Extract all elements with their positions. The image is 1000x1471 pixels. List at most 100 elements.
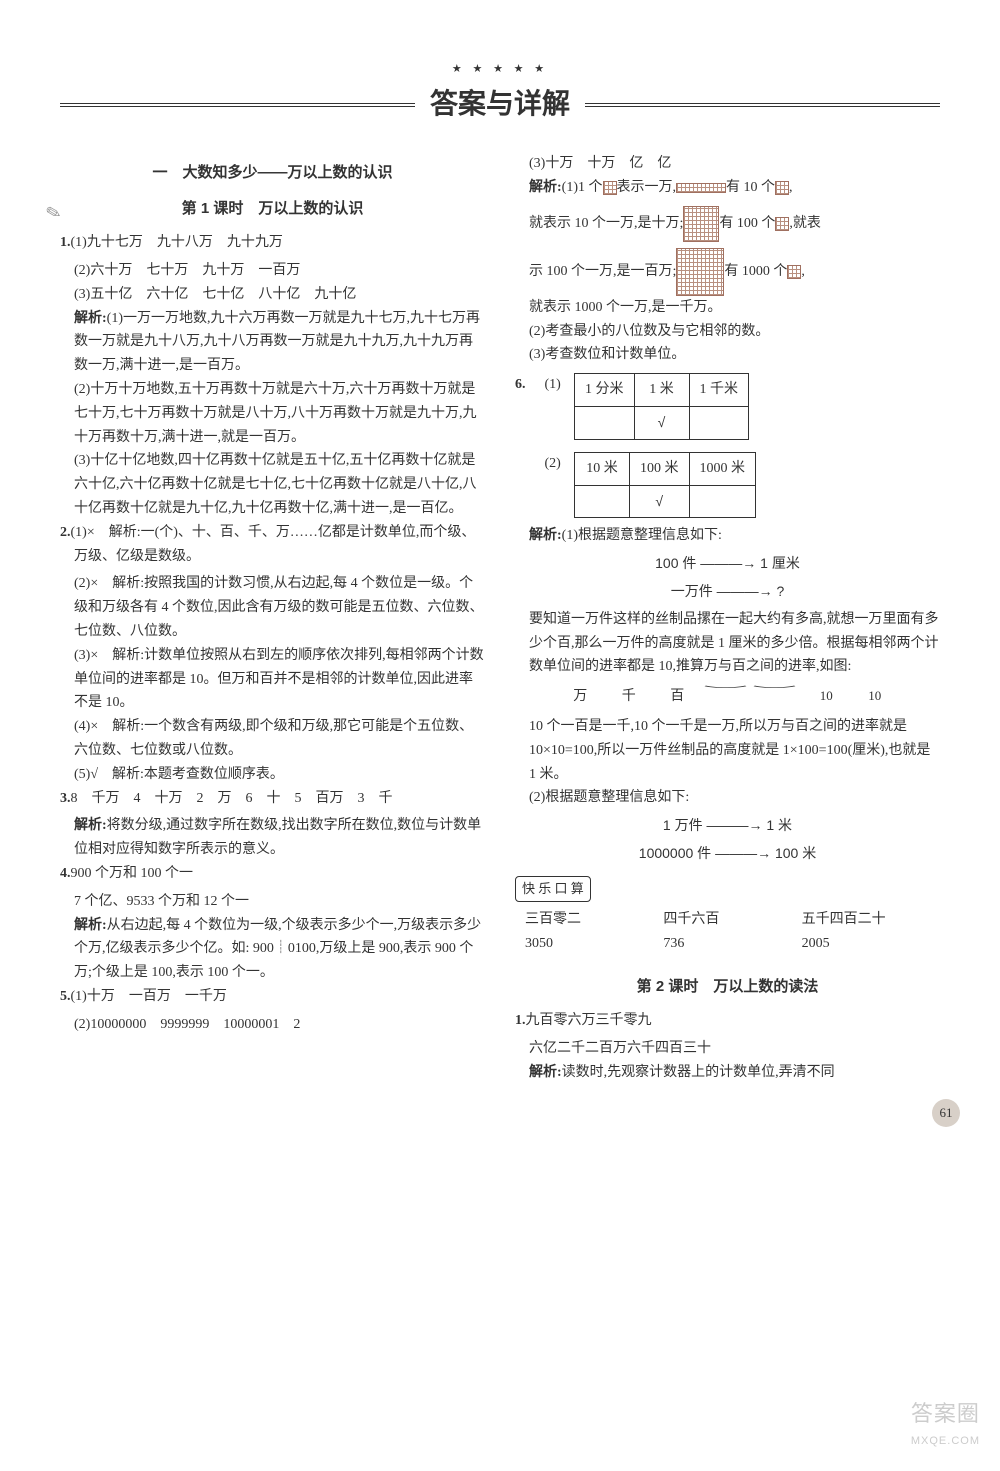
cube-icon [787,265,801,279]
q5: 5.(1)十万 一百万 一千万 [60,985,485,1009]
q1: 1.(1)九十七万 九十八万 九十九万 [60,231,485,255]
table-cell [575,485,630,518]
q2-p1-text: (1)× 解析:一(个)、十、百、千、万……亿都是计数单位,而个级、万级、亿级是… [71,525,476,564]
spacer [515,446,541,452]
q1-analysis: 解析:(1)一万一万地数,九十六万再数一万就是九十七万,九十七万再数一万就是九十… [60,307,485,378]
table-cell [689,407,749,440]
q5-a6: (3)考查数位和计数单位。 [515,343,940,367]
mental-row-2: 3050 736 2005 [525,932,940,956]
table-row: √ [575,407,749,440]
mental-cell: 三百零二 [525,908,663,932]
mental-cell: 3050 [525,932,663,956]
lesson-1-title: 第 1 课时 万以上数的认识 [60,196,485,222]
q5-a1-mid3: , [789,180,793,195]
q6-table2-wrap: 10 米 100 米 1000 米 √ [574,446,756,525]
page-container: ★ ★ ★ ★ ★ 答案与详解 一 大数知多少——万以上数的认识 ✎ 第 1 课… [0,0,1000,1471]
mental-math-block: 三百零二 四千六百 五千四百二十 3050 736 2005 [525,908,940,956]
q2-p3: (3)× 解析:计数单位按照从右到左的顺序依次排列,每相邻两个计数单位间的进率都… [60,644,485,715]
q3-ans: 8 千万 4 十万 2 万 6 十 5 百万 3 千 [71,791,393,806]
table-cell-check: √ [634,407,689,440]
analysis-label: 解析: [74,818,107,833]
l2-q1-p1: 九百零六万三千零九 [526,1013,652,1028]
q1-p1: (1)九十七万 九十八万 九十九万 [71,235,283,250]
q5-a3-post: , [801,264,805,279]
q5-a1-mid1: 表示一万, [617,180,677,195]
q5-analysis-1: 解析:(1)1 个表示一万,有 10 个, [515,176,940,200]
q1-a1: (1)一万一万地数,九十六万再数一万就是九十七万,九十七万再数一万就是九十八万,… [74,311,480,374]
q2-p4: (4)× 解析:一个数含有两级,即个级和万级,那它可能是个五位数、六位数、七位数… [60,715,485,763]
mental-cell: 五千四百二十 [802,908,940,932]
q6-a1: (1)根据题意整理信息如下: [562,528,722,543]
q5-p2: (2)10000000 9999999 10000001 2 [60,1013,485,1037]
q6-row2: (2) 10 米 100 米 1000 米 √ [515,446,940,525]
lesson-2-title: 第 2 课时 万以上数的读法 [515,974,940,1000]
q4: 4.900 个万和 100 个一 [60,862,485,886]
mental-row-1: 三百零二 四千六百 五千四百二十 [525,908,940,932]
q5-a1-mid2: 有 10 个 [726,180,775,195]
main-title: 答案与详解 [415,80,585,128]
q6-rel4: 1000000 件 ———→ 100 米 [515,842,940,866]
q3-a: 将数分级,通过数字所在数级,找出数字所在数位,数位与计数单位相对应得知数字所表示… [74,818,481,857]
l2-q1-a: 读数时,先观察计数器上的计数单位,弄清不同 [562,1065,835,1080]
rate-num: 10 [852,685,897,707]
q5-a1-pre: (1)1 个 [562,180,603,195]
brace-icon: ︶ [725,688,824,692]
analysis-label: 解析: [529,528,562,543]
table-row: √ [575,485,756,518]
q4-a: 从右边起,每 4 个数位为一级,个级表示多少个一,万级表示多少个万,亿级表示多少… [74,918,481,981]
rule-left [60,103,415,104]
analysis-label: 解析: [74,311,107,326]
l2-q1-p2: 六亿二千二百万六千四百三十 [515,1037,940,1061]
q6-a3: 10 个一百是一千,10 个一千是一万,所以万与百之间的进率就是 10×10=1… [515,715,940,786]
q1-a3: (3)十亿十亿地数,四十亿再数十亿就是五十亿,五十亿再数十亿就是六十亿,六十亿再… [60,449,485,520]
left-column: 一 大数知多少——万以上数的认识 ✎ 第 1 课时 万以上数的认识 1.(1)九… [60,152,485,1084]
q6-rel2: 一万件 ———→ ? [515,580,940,604]
cube-row-icon [676,183,726,193]
q4-p1: 900 个万和 100 个一 [71,866,194,881]
l2-q1: 1.九百零六万三千零九 [515,1009,940,1033]
q6-t2-label: (2) [545,446,571,476]
cube-icon [775,181,789,195]
table-row: 10 米 100 米 1000 米 [575,452,756,485]
q1-p2: (2)六十万 七十万 九十万 一百万 [60,259,485,283]
table-cell [575,407,635,440]
q6: 6. (1) 1 分米 1 米 1 千米 √ [515,367,940,446]
q5-analysis-3: 示 100 个一万,是一百万; 有 1000 个, [515,248,940,296]
header-title-row: 答案与详解 [60,80,940,128]
q1-p3: (3)五十亿 六十亿 七十亿 八十亿 九十亿 [60,283,485,307]
q5-a5: (2)考查最小的八位数及与它相邻的数。 [515,320,940,344]
rate-char: 千 [606,685,651,709]
q5-a3-mid: 有 1000 个 [724,264,787,279]
q6-num: 6. [515,367,541,397]
watermark-main: 答案圈 [911,1401,980,1426]
q6-table-1: 1 分米 1 米 1 千米 √ [574,373,749,440]
q3-num: 3. [60,791,71,806]
cube-big-icon [676,248,724,296]
q1-a2: (2)十万十万地数,五十万再数十万就是六十万,六十万再数十万就是七十万,七十万再… [60,378,485,449]
cube-icon [603,181,617,195]
l2-q1-analysis: 解析:读数时,先观察计数器上的计数单位,弄清不同 [515,1061,940,1085]
q2-p2: (2)× 解析:按照我国的计数习惯,从右边起,每 4 个数位是一级。个级和万级各… [60,572,485,643]
table-row: 1 分米 1 米 1 千米 [575,374,749,407]
cube-square-icon [683,206,719,242]
mental-cell: 四千六百 [663,908,801,932]
l2-q1-num: 1. [515,1013,526,1028]
table-cell: 100 米 [630,452,690,485]
q5-p1: (1)十万 一百万 一千万 [71,989,227,1004]
q6-table-2: 10 米 100 米 1000 米 √ [574,452,756,519]
q4-num: 4. [60,866,71,881]
cube-icon [775,217,789,231]
table-cell: 1000 米 [689,452,756,485]
analysis-label: 解析: [74,918,107,933]
q3: 3.8 千万 4 十万 2 万 6 十 5 百万 3 千 [60,787,485,811]
mental-math-label: 快 乐 口 算 [515,876,591,902]
q2-p5: (5)√ 解析:本题考查数位顺序表。 [60,763,485,787]
q4-analysis: 解析:从右边起,每 4 个数位为一级,个级表示多少个一,万级表示多少个万,亿级表… [60,914,485,985]
q5-a2-post: ,就表 [789,216,821,231]
table-cell: 1 千米 [689,374,749,407]
mental-cell: 2005 [802,932,940,956]
q5-a3-pre: 示 100 个一万,是一百万; [529,264,676,279]
q4-p2: 7 个亿、9533 个万和 12 个一 [60,890,485,914]
content-columns: 一 大数知多少——万以上数的认识 ✎ 第 1 课时 万以上数的认识 1.(1)九… [60,152,940,1084]
table-cell-check: √ [630,485,690,518]
